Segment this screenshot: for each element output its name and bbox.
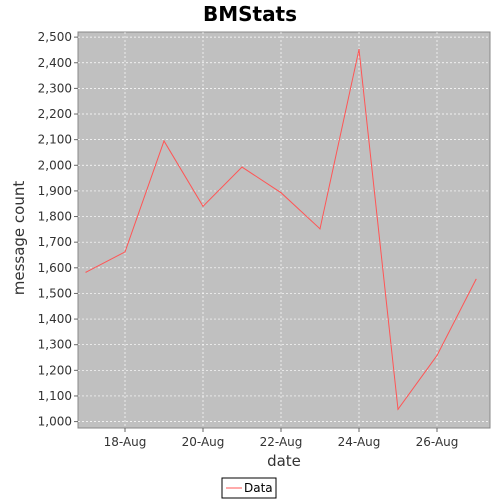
y-tick-label: 1,400 (38, 312, 72, 326)
y-tick-label: 1,300 (38, 338, 72, 352)
x-tick-label: 22-Aug (260, 435, 303, 449)
y-tick-label: 1,200 (38, 363, 72, 377)
y-tick-label: 2,000 (38, 158, 72, 172)
y-tick-label: 2,300 (38, 81, 72, 95)
data-point (280, 192, 281, 193)
data-point (85, 272, 86, 273)
x-tick-label: 26-Aug (416, 435, 459, 449)
y-tick-label: 1,100 (38, 389, 72, 403)
x-axis-label: date (267, 452, 301, 470)
x-tick-label: 24-Aug (338, 435, 381, 449)
y-tick-label: 1,600 (38, 261, 72, 275)
data-point (241, 166, 242, 167)
data-point (163, 140, 164, 141)
y-tick-label: 2,500 (38, 30, 72, 44)
data-point (358, 49, 359, 50)
data-point (475, 279, 476, 280)
chart-title: BMStats (203, 2, 297, 26)
data-point (202, 206, 203, 207)
y-tick-label: 1,500 (38, 286, 72, 300)
x-tick-label: 18-Aug (104, 435, 147, 449)
y-tick-label: 1,800 (38, 210, 72, 224)
data-point (397, 409, 398, 410)
data-point (124, 251, 125, 252)
y-tick-label: 2,100 (38, 133, 72, 147)
y-tick-label: 2,200 (38, 107, 72, 121)
legend-label: Data (244, 481, 273, 495)
y-tick-label: 2,400 (38, 56, 72, 70)
y-axis: 1,000 1,100 1,200 1,300 1,400 1,500 1,600 1,700… (38, 30, 78, 428)
y-axis-label: message count (10, 181, 28, 296)
y-tick-label: 1,000 (38, 415, 72, 429)
y-tick-label: 1,700 (38, 235, 72, 249)
data-point (436, 355, 437, 356)
plot-area (78, 32, 490, 428)
legend: Data (222, 478, 276, 498)
y-tick-label: 1,900 (38, 184, 72, 198)
x-tick-label: 20-Aug (182, 435, 225, 449)
x-axis: 18-Aug 20-Aug 22-Aug 24-Aug 26-Aug (104, 428, 459, 449)
data-point (319, 228, 320, 229)
